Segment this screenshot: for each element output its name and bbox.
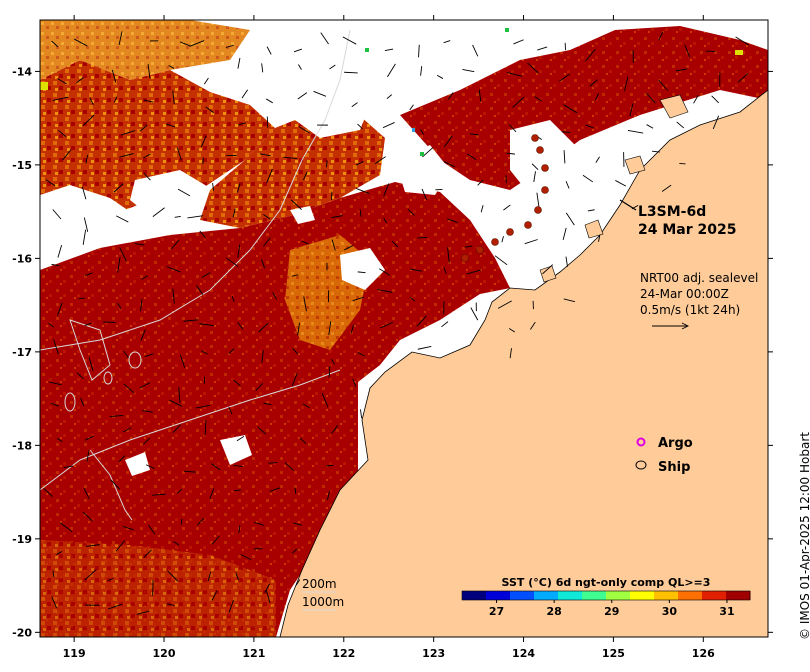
argo-label: Argo bbox=[658, 436, 693, 451]
colorbar-swatch bbox=[534, 591, 559, 600]
lon-tick-label: 119 bbox=[63, 647, 86, 660]
isobath-200-label: 200m bbox=[302, 577, 337, 591]
colorbar-swatch bbox=[606, 591, 631, 600]
colorbar-swatch bbox=[558, 591, 583, 600]
colorbar-tick-label: 29 bbox=[604, 605, 619, 618]
lat-tick-label: -15 bbox=[12, 159, 32, 172]
colorbar-swatch bbox=[582, 591, 607, 600]
lon-tick-label: 123 bbox=[422, 647, 445, 660]
credit-text: © IMOS 01-Apr-2025 12:00 Hobart bbox=[798, 432, 810, 640]
colorbar-swatch bbox=[630, 591, 655, 600]
colorbar-title: SST (°C) 6d ngt-only comp QL>=3 bbox=[502, 576, 711, 589]
colorbar-swatch bbox=[510, 591, 535, 600]
current-arrow bbox=[679, 162, 686, 165]
colorbar-tick-label: 28 bbox=[547, 605, 562, 618]
colorbar-swatch bbox=[678, 591, 703, 600]
lon-tick-label: 124 bbox=[512, 647, 535, 660]
lon-tick-label: 122 bbox=[332, 647, 355, 660]
isobath-1000-label: 1000m bbox=[302, 595, 344, 609]
lat-tick-label: -19 bbox=[12, 533, 32, 546]
colorbar-swatch bbox=[462, 591, 487, 600]
ship-label: Ship bbox=[658, 460, 690, 475]
colorbar-swatch bbox=[654, 591, 679, 600]
lat-tick-label: -14 bbox=[12, 65, 32, 78]
colorbar-tick-label: 30 bbox=[662, 605, 678, 618]
currents-source: NRT00 adj. sealevel bbox=[640, 271, 758, 285]
sst-map[interactable]: L3SM-6d 24 Mar 2025 NRT00 adj. sealevel … bbox=[40, 20, 768, 637]
lat-tick-label: -16 bbox=[12, 252, 32, 265]
product-name: L3SM-6d bbox=[638, 204, 706, 220]
colorbar-tick-label: 27 bbox=[489, 605, 504, 618]
currents-time: 24-Mar 00:00Z bbox=[640, 287, 729, 301]
current-arrow bbox=[330, 191, 333, 200]
colorbar-swatch bbox=[702, 591, 727, 600]
lat-tick-label: -17 bbox=[12, 346, 32, 359]
lon-tick-label: 120 bbox=[153, 647, 176, 660]
current-arrow bbox=[266, 116, 269, 128]
colorbar-swatch bbox=[486, 591, 511, 600]
lat-tick-label: -18 bbox=[12, 439, 32, 452]
lon-tick-label: 121 bbox=[242, 647, 265, 660]
current-arrow bbox=[102, 321, 116, 323]
colorbar-swatch bbox=[726, 591, 751, 600]
lon-tick-label: 125 bbox=[602, 647, 625, 660]
colorbar-swatches bbox=[461, 590, 751, 601]
lon-tick-label: 126 bbox=[692, 647, 715, 660]
lat-tick-label: -20 bbox=[12, 626, 32, 639]
product-date: 24 Mar 2025 bbox=[638, 222, 736, 238]
currents-scale: 0.5m/s (1kt 24h) bbox=[640, 303, 740, 317]
colorbar-tick-label: 31 bbox=[719, 605, 734, 618]
